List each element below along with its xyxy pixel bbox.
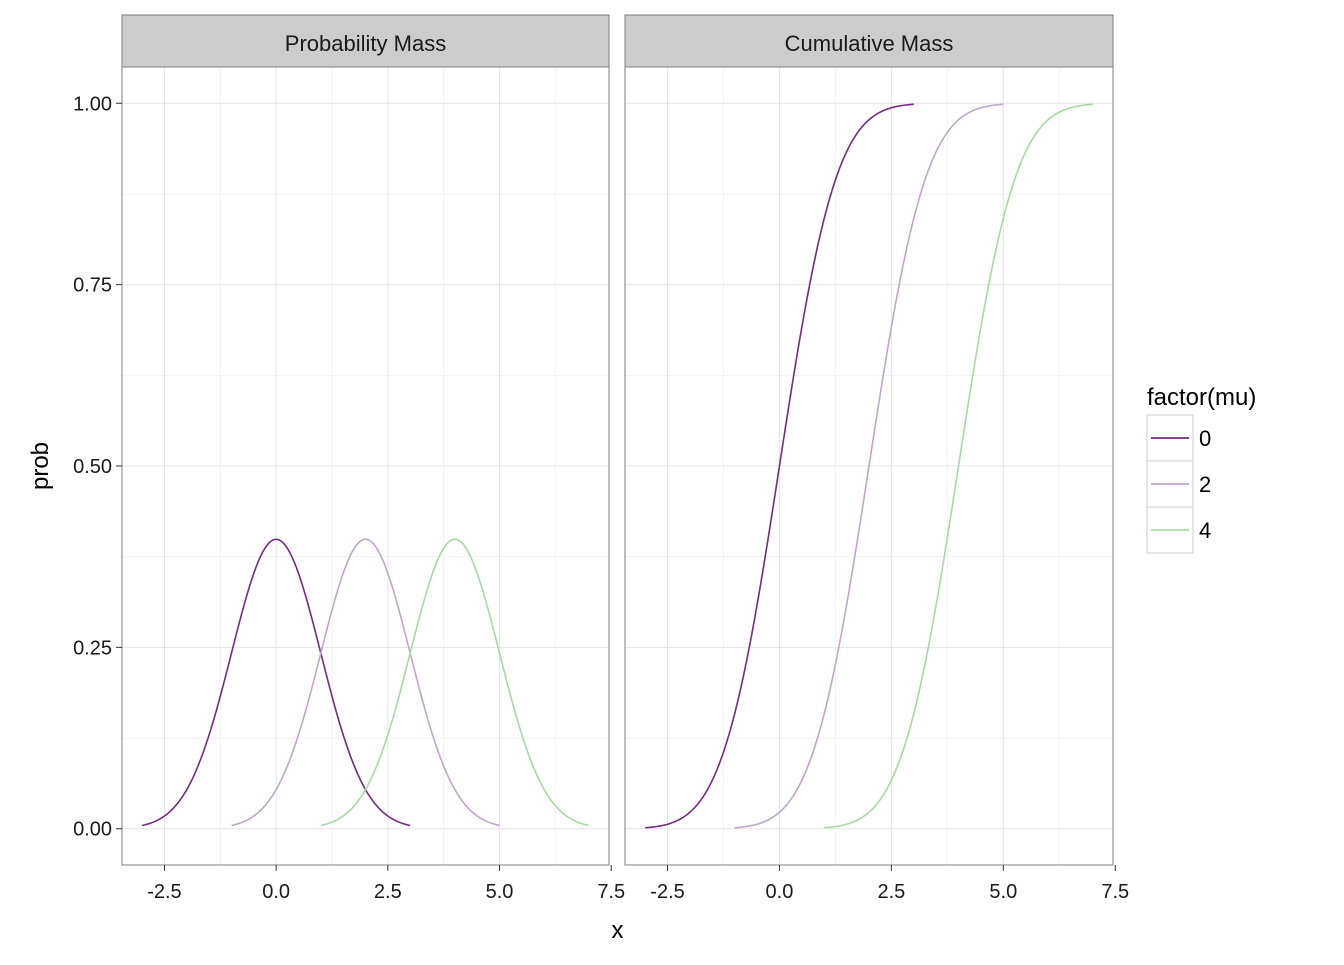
x-tick-label: -2.5	[147, 881, 181, 903]
series-line-mu-0	[645, 103, 914, 829]
panel-border	[624, 66, 1114, 866]
facet-panel-pmf: Probability Mass -2.5 0.0 2.5 5.0 7.5	[121, 14, 625, 903]
facet-strip-label: Cumulative Mass	[785, 31, 954, 56]
x-tick-label: 5.0	[486, 881, 514, 903]
legend-label: 0	[1199, 426, 1211, 451]
y-tick-label: 0.25	[73, 637, 112, 659]
y-tick-label: 1.00	[73, 93, 112, 115]
legend-label: 2	[1199, 472, 1211, 497]
legend-label: 4	[1199, 518, 1211, 543]
y-tick-label: 0.75	[73, 275, 112, 297]
series-line-mu-2	[734, 103, 1004, 829]
y-tick-label: 0.50	[73, 456, 112, 478]
series-line-mu-4	[320, 538, 590, 827]
x-tick-label: 5.0	[989, 881, 1017, 903]
x-tick-label: 0.0	[262, 881, 290, 903]
x-tick-label: 0.0	[766, 881, 794, 903]
y-tick-label: 0.00	[73, 819, 112, 841]
y-axis-title: prob	[27, 442, 54, 490]
series-line-mu-4	[824, 103, 1093, 829]
x-tick-label: 7.5	[1101, 881, 1129, 903]
x-tick-label: -2.5	[650, 881, 684, 903]
series-line-mu-2	[231, 538, 500, 827]
facet-strip	[121, 14, 610, 68]
x-axis-title: x	[612, 917, 624, 944]
facet-strip-label: Probability Mass	[285, 31, 446, 56]
facet-panel-cdf: Cumulative Mass -2.5 0.0 2.5 5.0 7.5	[624, 14, 1129, 903]
x-tick-label: 2.5	[877, 881, 905, 903]
x-tick-label: 2.5	[374, 881, 402, 903]
legend-title: factor(mu)	[1147, 384, 1256, 411]
legend: factor(mu) 0 2 4	[1146, 384, 1256, 554]
x-tick-label: 7.5	[597, 881, 625, 903]
